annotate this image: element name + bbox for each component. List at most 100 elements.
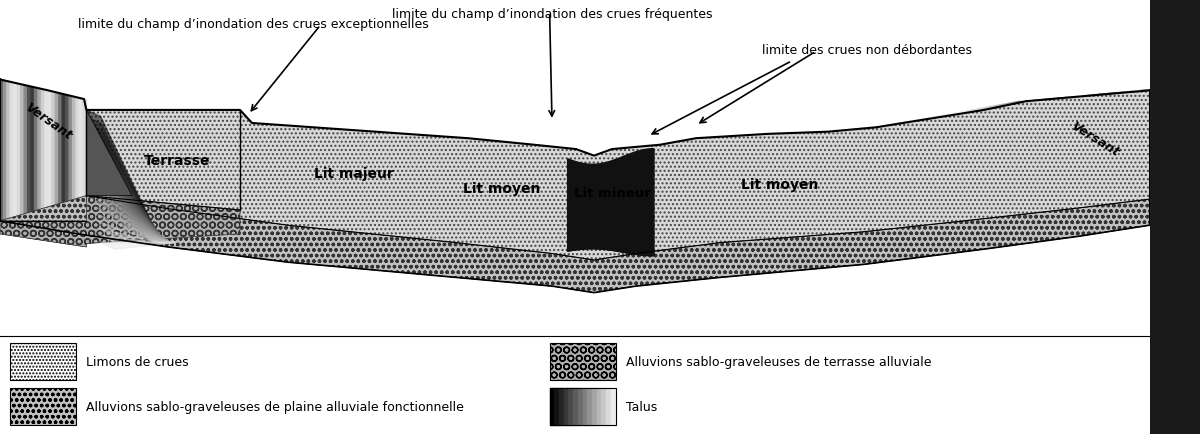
- Polygon shape: [761, 141, 768, 246]
- Polygon shape: [617, 163, 622, 258]
- Polygon shape: [96, 194, 170, 243]
- Polygon shape: [587, 388, 592, 425]
- Polygon shape: [253, 125, 259, 200]
- Polygon shape: [557, 151, 562, 255]
- Polygon shape: [606, 388, 611, 425]
- Polygon shape: [1014, 102, 1020, 220]
- Polygon shape: [62, 95, 66, 221]
- Polygon shape: [833, 132, 840, 237]
- Polygon shape: [646, 153, 647, 256]
- Polygon shape: [396, 135, 403, 230]
- Polygon shape: [17, 84, 20, 221]
- Polygon shape: [184, 111, 188, 196]
- Polygon shape: [428, 137, 436, 237]
- Polygon shape: [112, 111, 118, 196]
- Polygon shape: [612, 162, 617, 258]
- Polygon shape: [611, 388, 616, 425]
- Polygon shape: [479, 140, 485, 245]
- Polygon shape: [94, 173, 168, 243]
- Polygon shape: [86, 91, 1150, 260]
- Polygon shape: [666, 156, 671, 256]
- Polygon shape: [220, 111, 224, 196]
- Polygon shape: [0, 196, 1150, 293]
- Polygon shape: [24, 86, 28, 221]
- Polygon shape: [661, 158, 666, 257]
- Polygon shape: [35, 89, 38, 221]
- Polygon shape: [259, 125, 266, 202]
- Polygon shape: [449, 138, 455, 242]
- Polygon shape: [607, 165, 610, 250]
- Polygon shape: [630, 157, 632, 254]
- Polygon shape: [55, 93, 59, 221]
- Text: limite du champ d’inondation des crues fréquentes: limite du champ d’inondation des crues f…: [391, 8, 713, 21]
- Polygon shape: [95, 187, 169, 243]
- Polygon shape: [1043, 100, 1051, 226]
- Polygon shape: [578, 167, 581, 250]
- Polygon shape: [337, 130, 344, 218]
- Polygon shape: [1133, 91, 1141, 226]
- Polygon shape: [517, 144, 522, 249]
- Polygon shape: [596, 168, 599, 249]
- Polygon shape: [568, 163, 570, 252]
- Polygon shape: [48, 92, 52, 221]
- Polygon shape: [1109, 93, 1117, 226]
- Polygon shape: [403, 135, 409, 232]
- Polygon shape: [671, 155, 676, 256]
- Polygon shape: [240, 124, 246, 197]
- Polygon shape: [569, 388, 572, 425]
- Polygon shape: [746, 142, 754, 247]
- Polygon shape: [554, 148, 560, 253]
- Polygon shape: [804, 135, 811, 240]
- Polygon shape: [583, 168, 586, 250]
- Polygon shape: [224, 111, 229, 196]
- Polygon shape: [52, 92, 55, 221]
- Polygon shape: [984, 108, 990, 222]
- Polygon shape: [616, 388, 620, 425]
- Polygon shape: [533, 146, 539, 250]
- Polygon shape: [91, 159, 166, 243]
- Polygon shape: [560, 148, 565, 253]
- Polygon shape: [188, 111, 194, 196]
- Polygon shape: [682, 152, 686, 255]
- Text: Versant: Versant: [22, 101, 74, 142]
- Polygon shape: [990, 106, 996, 222]
- Polygon shape: [118, 111, 122, 196]
- Polygon shape: [94, 181, 168, 243]
- Polygon shape: [568, 149, 654, 168]
- Polygon shape: [696, 149, 703, 254]
- Text: Alluvions sablo-graveleuses de terrasse alluviale: Alluvions sablo-graveleuses de terrasse …: [626, 355, 932, 368]
- Polygon shape: [11, 83, 14, 221]
- Polygon shape: [462, 139, 468, 243]
- Text: Alluvions sablo-graveleuses de plaine alluviale fonctionnelle: Alluvions sablo-graveleuses de plaine al…: [86, 401, 464, 413]
- Polygon shape: [179, 111, 184, 196]
- Polygon shape: [649, 153, 652, 256]
- Polygon shape: [587, 159, 592, 257]
- Polygon shape: [280, 126, 286, 206]
- Polygon shape: [377, 133, 383, 227]
- Polygon shape: [638, 155, 641, 255]
- Polygon shape: [59, 94, 62, 221]
- Polygon shape: [641, 154, 643, 256]
- Polygon shape: [38, 89, 42, 221]
- Polygon shape: [1117, 93, 1124, 226]
- Polygon shape: [942, 115, 948, 226]
- Polygon shape: [972, 110, 978, 224]
- Bar: [550, 343, 616, 380]
- Polygon shape: [577, 156, 582, 256]
- Polygon shape: [570, 164, 572, 251]
- Polygon shape: [194, 111, 199, 196]
- Polygon shape: [544, 147, 550, 252]
- Bar: [1150, 0, 1200, 434]
- Polygon shape: [596, 161, 601, 258]
- Polygon shape: [894, 124, 900, 230]
- Polygon shape: [632, 157, 634, 254]
- Polygon shape: [605, 166, 607, 250]
- Polygon shape: [647, 161, 652, 258]
- Polygon shape: [79, 99, 83, 221]
- Polygon shape: [588, 168, 589, 249]
- Polygon shape: [528, 145, 533, 250]
- Polygon shape: [436, 137, 442, 239]
- Polygon shape: [107, 111, 112, 196]
- Polygon shape: [490, 141, 496, 246]
- Polygon shape: [583, 388, 587, 425]
